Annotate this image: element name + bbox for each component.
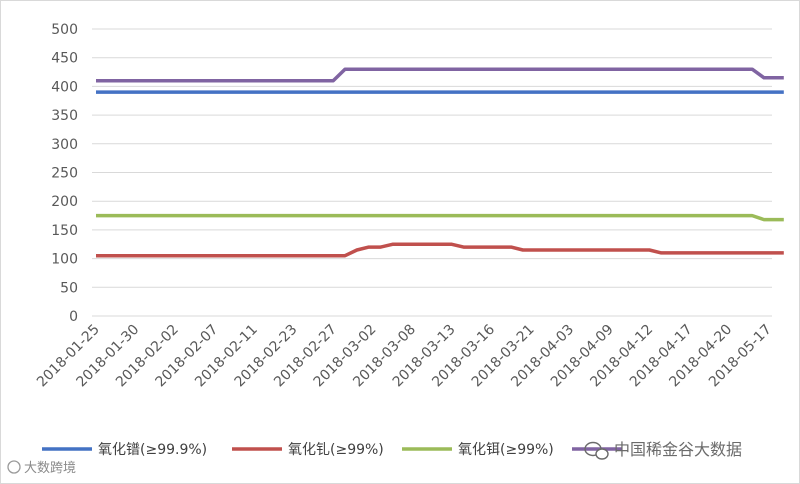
y-tick-label: 500 xyxy=(51,22,78,38)
y-tick-label: 50 xyxy=(60,280,78,296)
y-axis-ticks: 0 50 100 150 200 250 300 350 400 450 500 xyxy=(51,22,78,325)
y-tick-label: 150 xyxy=(51,223,78,239)
y-tick-label: 100 xyxy=(51,252,78,268)
watermark-right: 中国稀金谷大数据 xyxy=(584,440,742,460)
series-line-3 xyxy=(96,213,784,222)
y-tick-label: 450 xyxy=(51,51,78,67)
legend-label-3: 氧化铒(≥99%) xyxy=(458,442,554,458)
watermark-logo-icon xyxy=(7,460,21,474)
legend-label-1: 氧化镨(≥99.9%) xyxy=(98,442,207,458)
legend: 氧化镨(≥99.9%) 氧化钆(≥99%) 氧化铒(≥99%) xyxy=(42,442,622,458)
series-line-4 xyxy=(96,67,784,83)
y-tick-label: 250 xyxy=(51,166,78,182)
y-tick-label: 200 xyxy=(51,194,78,210)
y-tick-label: 400 xyxy=(51,79,78,95)
watermark-left: 大数跨境 xyxy=(7,460,76,476)
y-tick-label: 0 xyxy=(69,309,78,325)
watermark-right-text: 中国稀金谷大数据 xyxy=(614,440,742,459)
wechat-icon xyxy=(584,441,609,460)
y-tick-label: 300 xyxy=(51,137,78,153)
legend-label-2: 氧化钆(≥99%) xyxy=(288,442,384,458)
grid-lines xyxy=(92,28,772,317)
series-lines xyxy=(96,67,784,258)
y-tick-label: 350 xyxy=(51,108,78,124)
series-line-2 xyxy=(96,242,784,258)
watermark-left-text: 大数跨境 xyxy=(24,461,76,476)
